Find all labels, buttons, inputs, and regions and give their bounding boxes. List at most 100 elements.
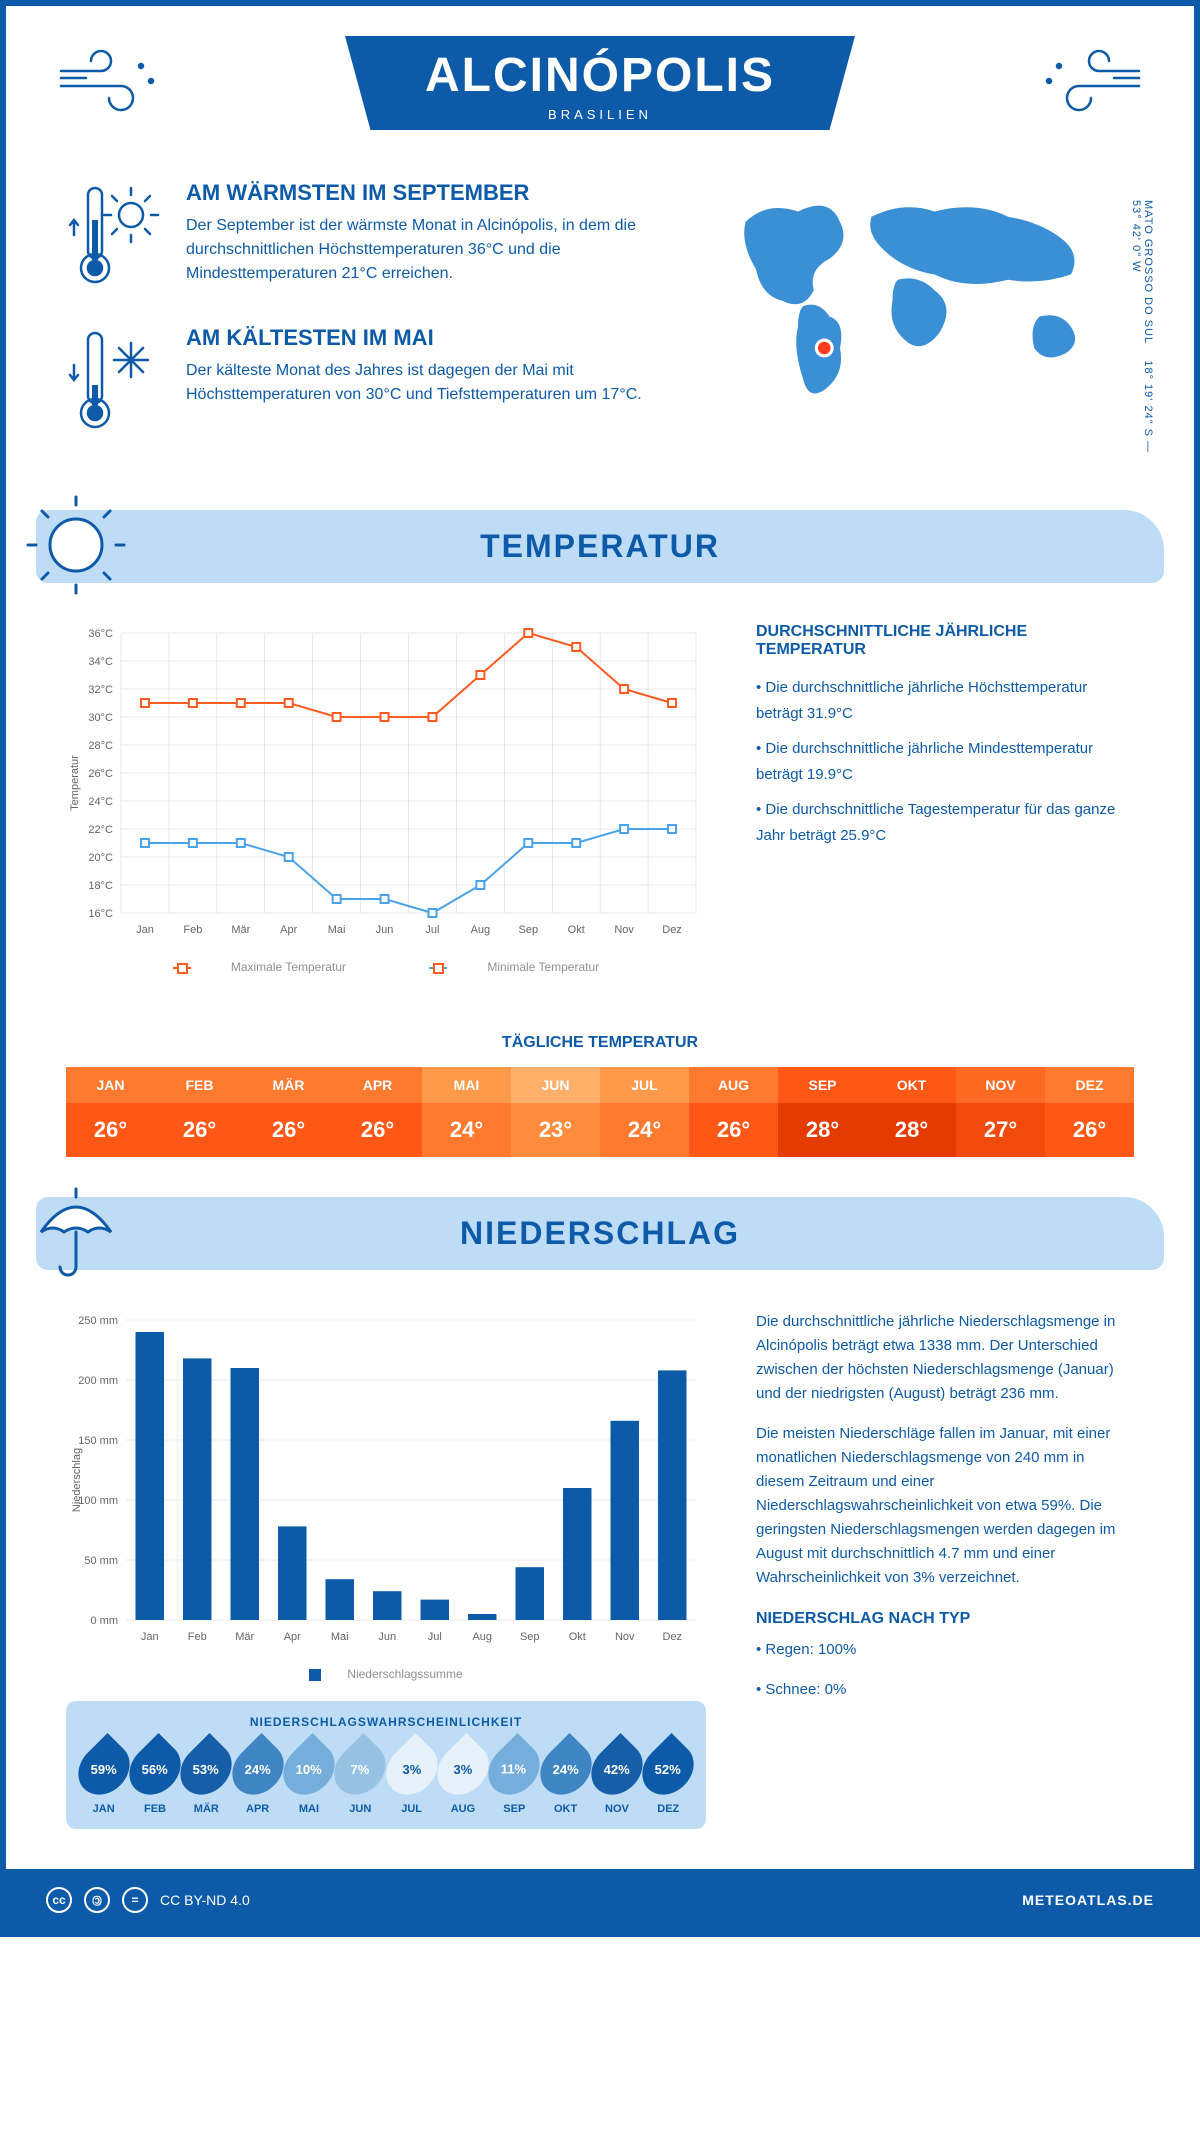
month-header: JUL <box>600 1067 689 1103</box>
svg-text:Niederschlag: Niederschlag <box>71 1448 83 1512</box>
svg-text:Aug: Aug <box>471 924 491 936</box>
month-header: JAN <box>66 1067 155 1103</box>
precip-para1: Die durchschnittliche jährliche Niedersc… <box>756 1310 1134 1406</box>
precip-legend: Niederschlagssumme <box>66 1667 706 1681</box>
svg-text:Okt: Okt <box>569 1631 586 1643</box>
daily-temp-value: 28° <box>867 1103 956 1157</box>
month-header: FEB <box>155 1067 244 1103</box>
country-subtitle: BRASILIEN <box>425 107 775 122</box>
svg-text:36°C: 36°C <box>88 628 113 640</box>
page-container: ALCINÓPOLIS BRASILIEN AM WÄRMSTEN IM SEP… <box>0 0 1200 1937</box>
daily-temp-value: 26° <box>155 1103 244 1157</box>
svg-text:Jul: Jul <box>425 924 439 936</box>
prob-drop: 59%JAN <box>80 1741 127 1815</box>
svg-text:24°C: 24°C <box>88 796 113 808</box>
temp-bullets: • Die durchschnittliche jährliche Höchst… <box>756 675 1134 848</box>
svg-text:Apr: Apr <box>280 924 297 936</box>
daily-temp-value: 26° <box>244 1103 333 1157</box>
cc-icon: cc <box>46 1887 72 1913</box>
precip-rain: • Regen: 100% <box>756 1638 1134 1662</box>
svg-text:Okt: Okt <box>568 924 585 936</box>
svg-text:Apr: Apr <box>284 1631 301 1643</box>
warmest-text: Der September ist der wärmste Monat in A… <box>186 214 674 286</box>
sun-icon <box>26 495 126 600</box>
umbrella-icon <box>26 1182 126 1287</box>
month-header: NOV <box>956 1067 1045 1103</box>
coordinates: MATO GROSSO DO SUL 18° 19' 24" S — 53° 4… <box>1130 200 1154 470</box>
svg-text:Nov: Nov <box>615 1631 635 1643</box>
svg-text:Dez: Dez <box>662 1631 682 1643</box>
temp-side-info: DURCHSCHNITTLICHE JÄHRLICHE TEMPERATUR •… <box>756 623 1134 974</box>
daily-temp-value: 26° <box>1045 1103 1134 1157</box>
coldest-block: AM KÄLTESTEN IM MAI Der kälteste Monat d… <box>66 325 674 440</box>
warmest-title: AM WÄRMSTEN IM SEPTEMBER <box>186 180 674 206</box>
svg-text:Feb: Feb <box>183 924 202 936</box>
probability-box: NIEDERSCHLAGSWAHRSCHEINLICHKEIT 59%JAN56… <box>66 1701 706 1829</box>
info-row: AM WÄRMSTEN IM SEPTEMBER Der September i… <box>6 150 1194 510</box>
svg-text:Jul: Jul <box>428 1631 442 1643</box>
wind-icon <box>1034 46 1144 121</box>
thermometer-cold-icon <box>66 325 166 440</box>
daily-temp-table: JANFEBMÄRAPRMAIJUNJULAUGSEPOKTNOVDEZ26°2… <box>66 1067 1134 1157</box>
precip-para2: Die meisten Niederschläge fallen im Janu… <box>756 1422 1134 1590</box>
svg-text:100 mm: 100 mm <box>78 1495 118 1507</box>
license-text: CC BY-ND 4.0 <box>160 1892 250 1908</box>
svg-text:Sep: Sep <box>519 924 539 936</box>
footer-site: METEOATLAS.DE <box>1022 1892 1154 1908</box>
temp-line-chart: 16°C18°C20°C22°C24°C26°C28°C30°C32°C34°C… <box>66 623 706 974</box>
month-header: AUG <box>689 1067 778 1103</box>
temp-section-banner: TEMPERATUR <box>36 510 1164 583</box>
daily-temp-value: 26° <box>333 1103 422 1157</box>
temp-chart-row: 16°C18°C20°C22°C24°C26°C28°C30°C32°C34°C… <box>6 583 1194 1014</box>
prob-drop: 7%JUN <box>337 1741 384 1815</box>
prob-drop: 53%MÄR <box>183 1741 230 1815</box>
daily-temp-value: 24° <box>422 1103 511 1157</box>
svg-text:Nov: Nov <box>614 924 634 936</box>
precip-side-info: Die durchschnittliche jährliche Niedersc… <box>756 1310 1134 1829</box>
month-header: MÄR <box>244 1067 333 1103</box>
svg-text:Mär: Mär <box>231 924 250 936</box>
month-header: SEP <box>778 1067 867 1103</box>
coldest-text: Der kälteste Monat des Jahres ist dagege… <box>186 359 674 407</box>
temp-side-title: DURCHSCHNITTLICHE JÄHRLICHE TEMPERATUR <box>756 623 1134 659</box>
daily-temp-value: 27° <box>956 1103 1045 1157</box>
prob-drop: 3%JUL <box>388 1741 435 1815</box>
nd-icon: = <box>122 1887 148 1913</box>
svg-text:Jan: Jan <box>141 1631 159 1643</box>
daily-temp-value: 26° <box>689 1103 778 1157</box>
svg-text:16°C: 16°C <box>88 908 113 920</box>
month-header: DEZ <box>1045 1067 1134 1103</box>
month-header: APR <box>333 1067 422 1103</box>
month-header: OKT <box>867 1067 956 1103</box>
title-banner: ALCINÓPOLIS BRASILIEN <box>345 36 855 130</box>
prob-drop: 10%MAI <box>285 1741 332 1815</box>
prob-drop: 3%AUG <box>439 1741 486 1815</box>
prob-drop: 56%FEB <box>131 1741 178 1815</box>
prob-drop: 24%APR <box>234 1741 281 1815</box>
daily-temp-value: 28° <box>778 1103 867 1157</box>
svg-text:26°C: 26°C <box>88 768 113 780</box>
svg-text:200 mm: 200 mm <box>78 1375 118 1387</box>
temp-bullet: • Die durchschnittliche jährliche Höchst… <box>756 675 1134 726</box>
precip-section-banner: NIEDERSCHLAG <box>36 1197 1164 1270</box>
svg-text:32°C: 32°C <box>88 684 113 696</box>
precip-type-title: NIEDERSCHLAG NACH TYP <box>756 1610 1134 1628</box>
svg-text:0 mm: 0 mm <box>91 1615 119 1627</box>
daily-temp-value: 26° <box>66 1103 155 1157</box>
svg-text:20°C: 20°C <box>88 852 113 864</box>
daily-temp-value: 24° <box>600 1103 689 1157</box>
world-map: MATO GROSSO DO SUL 18° 19' 24" S — 53° 4… <box>714 180 1134 470</box>
svg-text:Feb: Feb <box>188 1631 207 1643</box>
precip-bar-chart: 0 mm50 mm100 mm150 mm200 mm250 mmJanFebM… <box>66 1310 706 1829</box>
precip-chart-row: 0 mm50 mm100 mm150 mm200 mm250 mmJanFebM… <box>6 1270 1194 1869</box>
temp-section-title: TEMPERATUR <box>36 528 1164 565</box>
svg-text:18°C: 18°C <box>88 880 113 892</box>
climate-summary: AM WÄRMSTEN IM SEPTEMBER Der September i… <box>66 180 674 470</box>
svg-text:250 mm: 250 mm <box>78 1315 118 1327</box>
daily-temp-value: 23° <box>511 1103 600 1157</box>
svg-text:Sep: Sep <box>520 1631 540 1643</box>
header: ALCINÓPOLIS BRASILIEN <box>6 6 1194 150</box>
footer: cc 🄯 = CC BY-ND 4.0 METEOATLAS.DE <box>6 1869 1194 1931</box>
temp-bullet: • Die durchschnittliche jährliche Mindes… <box>756 736 1134 787</box>
prob-title: NIEDERSCHLAGSWAHRSCHEINLICHKEIT <box>80 1715 692 1729</box>
